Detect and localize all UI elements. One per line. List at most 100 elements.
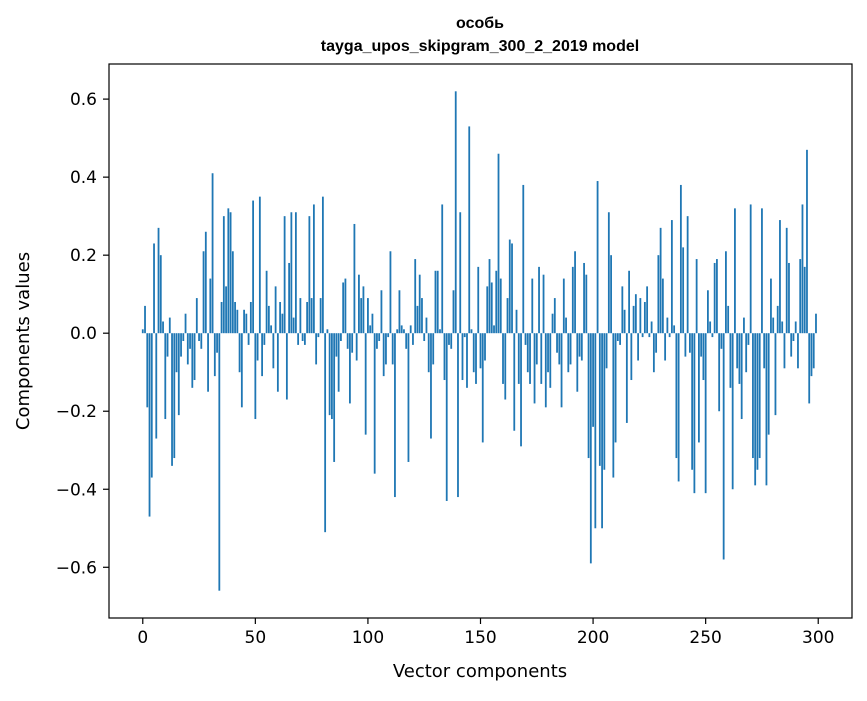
bar (616, 333, 619, 341)
bar (389, 251, 392, 334)
bar (387, 333, 390, 338)
bar (522, 184, 525, 334)
bar (400, 325, 403, 334)
bar (641, 333, 644, 338)
bar (664, 333, 667, 361)
bar (785, 227, 788, 334)
bar (585, 274, 588, 334)
bar (488, 259, 491, 334)
bar (380, 290, 383, 334)
bar (457, 333, 459, 498)
bar (364, 333, 367, 435)
bar (202, 251, 205, 334)
bar (614, 333, 617, 443)
bar (729, 333, 732, 388)
bar (639, 298, 642, 334)
bar (195, 298, 198, 334)
bar (256, 333, 259, 361)
bar (376, 333, 378, 349)
bar (177, 333, 180, 416)
bar (700, 333, 703, 357)
bar (189, 333, 191, 349)
bar (162, 321, 164, 334)
bar (761, 208, 763, 334)
bar (346, 333, 349, 349)
bar (445, 333, 448, 501)
bar (141, 329, 144, 334)
bar (373, 333, 376, 474)
bar (718, 333, 721, 412)
bar (511, 243, 513, 334)
bar (747, 333, 750, 345)
bar (369, 325, 372, 334)
bar (529, 333, 531, 384)
bar (249, 301, 252, 334)
bar (589, 333, 592, 564)
bar (495, 270, 498, 334)
bar (427, 333, 430, 373)
bar (461, 333, 464, 381)
bar (276, 333, 279, 392)
bar (648, 333, 651, 338)
bar (382, 333, 385, 377)
bar (385, 333, 387, 365)
bar (254, 333, 257, 420)
bar (803, 266, 806, 334)
bar (150, 333, 153, 478)
bar (628, 270, 630, 334)
bar (308, 216, 311, 334)
bar (691, 333, 694, 470)
bar (610, 255, 612, 334)
bar (774, 333, 777, 416)
bar (493, 325, 495, 334)
bar (225, 286, 227, 334)
bar (801, 204, 804, 334)
x-tick-label: 250 (689, 628, 721, 648)
bar (396, 329, 399, 334)
bar (481, 333, 484, 443)
bar (279, 301, 282, 334)
bar (227, 208, 230, 334)
bar (486, 286, 489, 334)
bar (240, 333, 243, 408)
bar (499, 278, 502, 334)
bar (538, 266, 540, 334)
bar (340, 333, 342, 341)
bar (294, 212, 297, 334)
bar (513, 333, 516, 431)
bar (535, 333, 538, 365)
bar (743, 317, 745, 334)
bar (605, 333, 608, 369)
bar (418, 274, 421, 334)
bar (659, 227, 662, 334)
y-tick-label: 0.6 (70, 90, 97, 110)
bar (317, 333, 320, 338)
bar (497, 153, 500, 334)
bar (441, 204, 444, 334)
plot-frame (108, 63, 853, 619)
bar (175, 333, 178, 373)
bar (740, 333, 743, 420)
bar (524, 333, 527, 345)
bar (301, 333, 304, 341)
bar (783, 333, 786, 369)
bar (434, 270, 437, 334)
bar (344, 278, 347, 334)
bar (650, 321, 653, 334)
bar (779, 220, 781, 334)
bar (592, 333, 594, 427)
bar (684, 333, 687, 357)
bar (553, 298, 556, 334)
bar (619, 333, 621, 345)
bar (351, 333, 354, 353)
x-tick-label: 300 (802, 628, 834, 648)
bar (722, 333, 725, 560)
x-tick-label: 50 (245, 628, 267, 648)
bar (324, 333, 327, 533)
bar (472, 333, 475, 373)
bar (612, 333, 615, 478)
bar (229, 212, 232, 334)
bar (540, 333, 543, 384)
x-tick-label: 100 (352, 628, 384, 648)
bar (355, 333, 358, 361)
